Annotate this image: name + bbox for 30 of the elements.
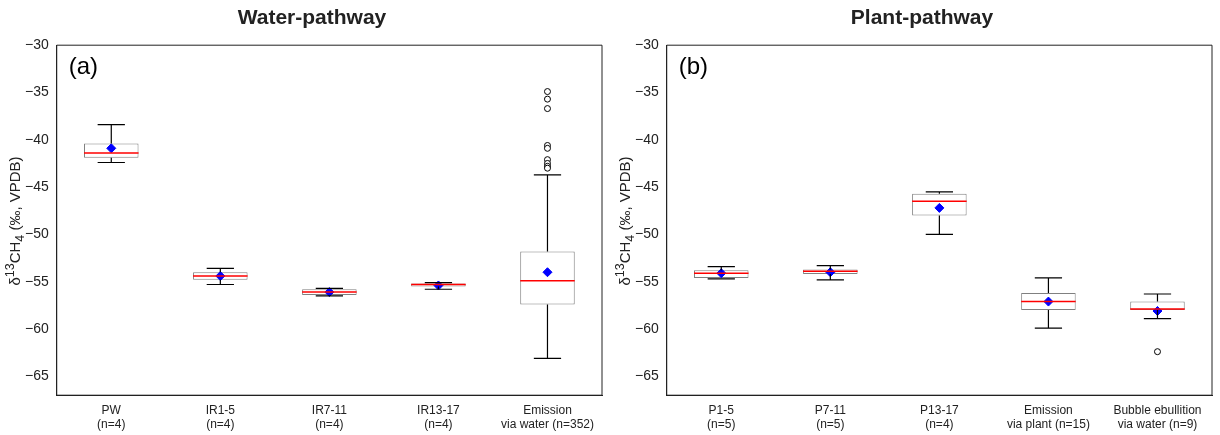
chart-title: Water-pathway [237,5,387,29]
y-tick-label: −60 [635,319,659,336]
y-tick-label: −50 [25,225,49,242]
x-tick-label: Bubble ebullition via water (n=9) [1113,402,1202,432]
y-tick-label: −40 [25,130,49,147]
x-tick-label: Emission via water (n=352) [500,402,594,432]
y-tick-label: −65 [635,367,659,384]
y-tick-label: −40 [635,130,659,147]
y-tick-label: −60 [25,319,49,336]
x-tick-label: PW (n=4) [97,402,126,432]
annotation: (b) [678,51,709,79]
x-tick-label: P7-11 (n=5) [814,402,847,432]
y-tick-label: −65 [25,367,49,384]
y-tick-label: −35 [25,83,49,100]
x-tick-label: IR13-17 (n=4) [417,402,461,432]
x-tick-label: IR1-5 (n=4) [205,402,236,432]
y-tick-label: −45 [635,177,659,194]
chart-title: Plant-pathway [850,5,994,29]
y-tick-label: −30 [635,36,659,53]
x-tick-label: P13-17 (n=4) [920,402,960,432]
x-tick-label: IR7-11 (n=4) [311,402,348,432]
y-tick-label: −30 [25,36,49,53]
y-tick-label: −35 [635,83,659,100]
annotation: (a) [68,51,99,79]
x-tick-label: Emission via plant (n=15) [1006,402,1090,432]
y-tick-label: −50 [635,225,659,242]
y-tick-label: −45 [25,177,49,194]
x-tick-label: P1-5 (n=5) [707,402,736,432]
y-tick-label: −55 [635,272,659,289]
y-tick-label: −55 [25,272,49,289]
